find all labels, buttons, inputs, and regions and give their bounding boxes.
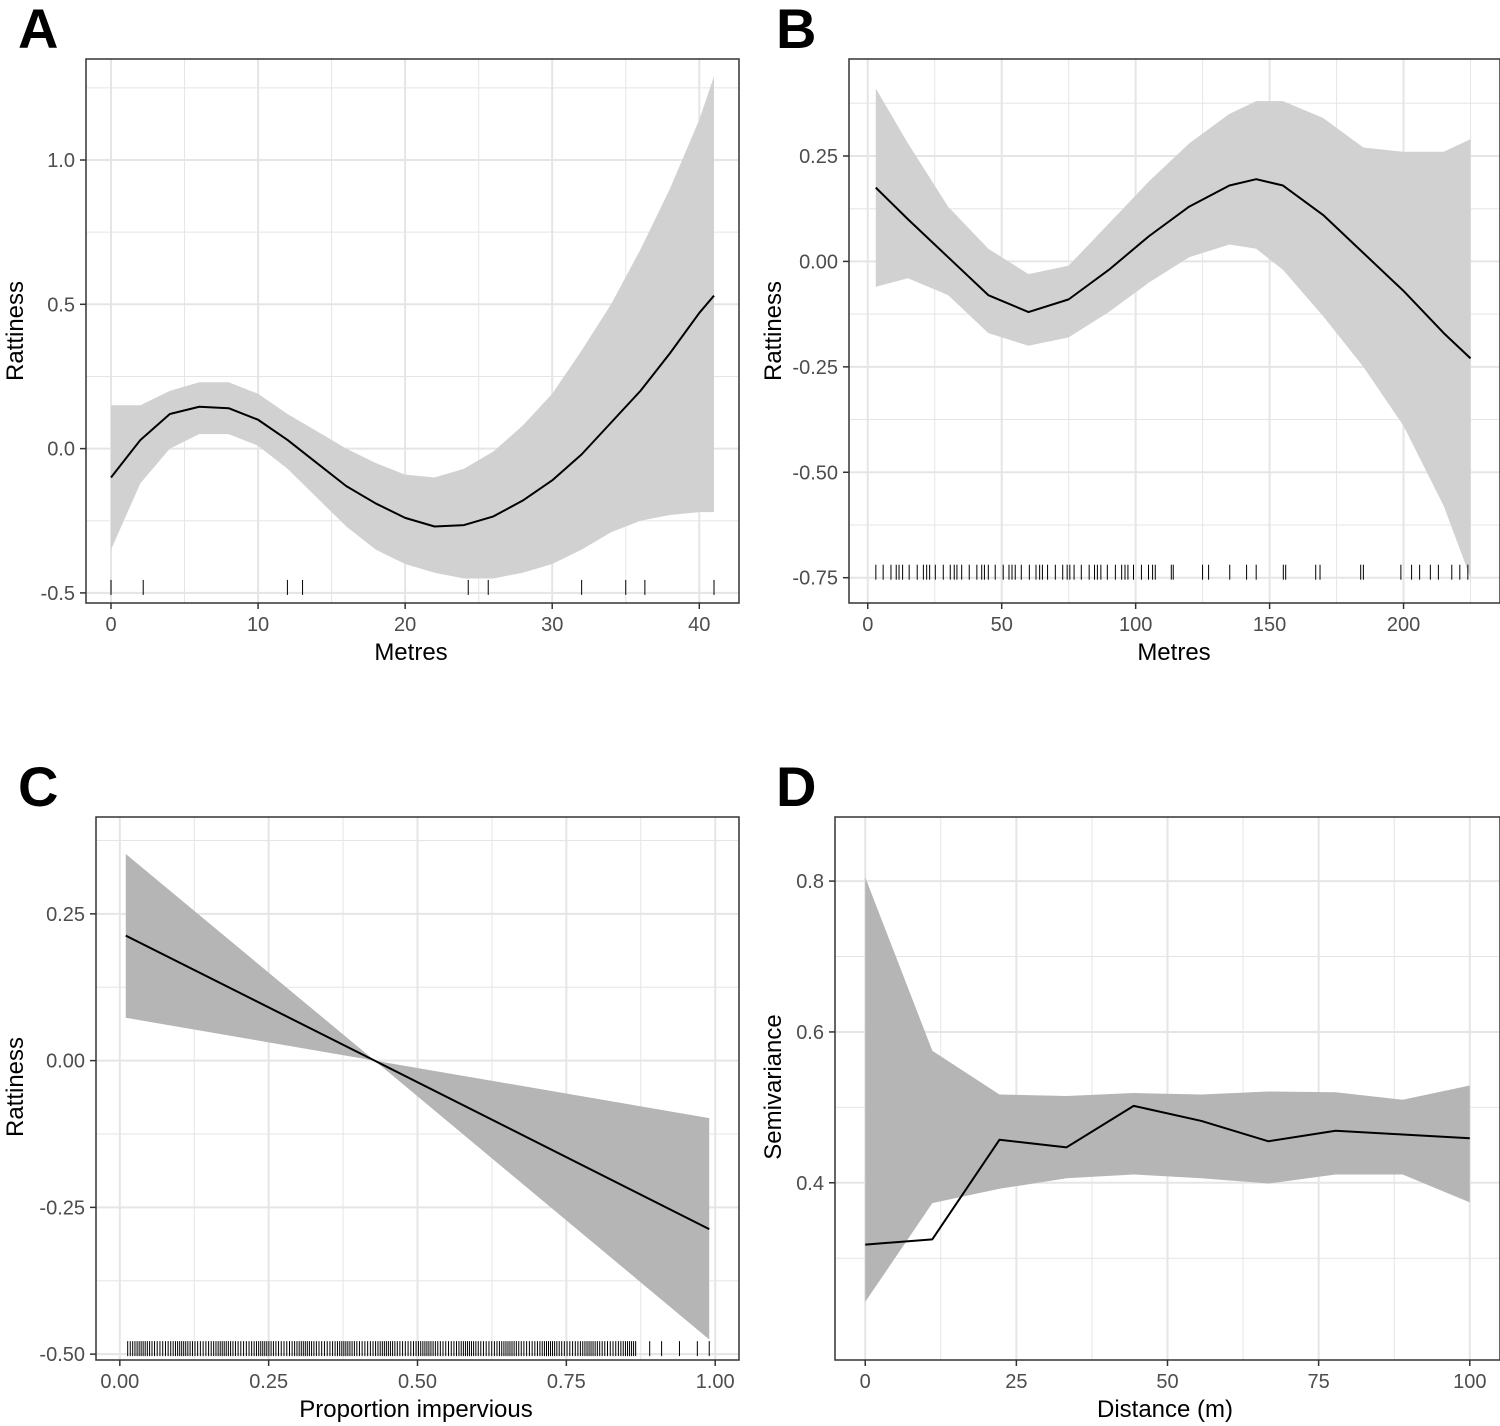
y-tick-label: 0.6 [796, 1022, 824, 1044]
x-tick-label: 150 [1253, 614, 1286, 636]
panel-letter-c: C [18, 755, 58, 818]
x-tick-label: 40 [688, 614, 710, 636]
y-tick-label: 0.0 [47, 439, 75, 461]
y-tick-label: 1.0 [47, 150, 75, 172]
rug-c [127, 1341, 710, 1357]
panel-b: B Metres Rattiness 0 50 100 150 200 -0.75 -0.5… [760, 0, 1500, 666]
x-axis-title-b: Metres [1137, 639, 1210, 666]
y-tick-label: 0.5 [47, 294, 75, 316]
fit-line-c [125, 934, 710, 1230]
panel-letter-d: D [776, 755, 816, 818]
y-tick-label: -0.25 [792, 357, 838, 379]
y-axis-title-c: Rattiness [2, 1037, 29, 1137]
x-tick-label: 50 [991, 614, 1013, 636]
y-tick-label: -0.50 [792, 462, 838, 484]
plot-area-b [848, 58, 1500, 604]
x-axis-title-c: Proportion impervious [299, 1396, 532, 1423]
x-tick-label: 200 [1387, 614, 1420, 636]
x-tick-label: 0.25 [249, 1371, 288, 1393]
plot-area-a [85, 58, 740, 604]
x-tick-label: 30 [541, 614, 563, 636]
rug-a [110, 579, 715, 595]
axes-b: 0 50 100 150 200 -0.75 -0.50 -0.25 0.00 0.25 [792, 146, 1420, 636]
x-tick-label: 20 [394, 614, 416, 636]
y-tick-label: -0.5 [41, 583, 75, 605]
fit-line-a [110, 295, 715, 528]
x-tick-label: 50 [1156, 1371, 1178, 1393]
x-tick-label: 0.75 [547, 1371, 586, 1393]
x-tick-label: 75 [1308, 1371, 1330, 1393]
x-tick-label: 0 [860, 1371, 871, 1393]
axes-c: 0.00 0.25 0.50 0.75 1.00 -0.50 -0.25 0.00 0.25 [39, 904, 734, 1393]
x-axis-title-d: Distance (m) [1097, 1396, 1233, 1423]
panel-d: D Distance (m) Semivariance 0 25 50 75 100 0.… [760, 755, 1500, 1423]
x-tick-label: 0 [862, 614, 873, 636]
x-tick-label: 0.50 [398, 1371, 437, 1393]
y-tick-label: -0.75 [792, 568, 838, 590]
fit-line-d [865, 1104, 1470, 1246]
x-tick-label: 100 [1453, 1371, 1486, 1393]
y-axis-title-a: Rattiness [2, 281, 29, 381]
axes-a: 0 10 20 30 40 -0.5 0.0 0.5 1.0 [41, 150, 711, 636]
y-tick-label: 0.25 [46, 904, 85, 926]
panel-border-b [848, 58, 1500, 604]
y-axis-title-d: Semivariance [760, 1014, 787, 1159]
y-axis-title-b: Rattiness [760, 281, 787, 381]
y-tick-label: -0.50 [39, 1344, 85, 1366]
panel-a: A Metres Rattiness 0 10 20 30 40 -0.5 0.0 0.5 1.… [2, 0, 740, 666]
axes-d: 0 25 50 75 100 0.4 0.6 0.8 [796, 871, 1486, 1393]
plot-area-d [834, 816, 1500, 1361]
y-tick-label: 0.00 [799, 251, 838, 273]
fit-line-b [875, 178, 1472, 360]
x-tick-label: 100 [1119, 614, 1152, 636]
confidence-ribbon-d [865, 877, 1470, 1302]
x-tick-label: 0.00 [100, 1371, 139, 1393]
y-tick-label: 0.00 [46, 1051, 85, 1073]
plot-area-c [95, 816, 740, 1361]
rug-b [875, 564, 1469, 580]
y-tick-label: 0.4 [796, 1173, 824, 1195]
y-tick-label: -0.25 [39, 1197, 85, 1219]
panel-c: C Proportion impervious Rattiness 0.00 0.… [2, 755, 740, 1423]
x-tick-label: 10 [247, 614, 269, 636]
confidence-ribbon-a [111, 76, 714, 579]
x-tick-label: 0 [105, 614, 116, 636]
y-tick-label: 0.25 [799, 146, 838, 168]
x-tick-label: 1.00 [696, 1371, 735, 1393]
x-tick-label: 25 [1005, 1371, 1027, 1393]
confidence-ribbon-b [875, 88, 1471, 578]
panel-letter-b: B [776, 0, 816, 60]
y-tick-label: 0.8 [796, 871, 824, 893]
x-axis-title-a: Metres [374, 639, 447, 666]
confidence-ribbon-c [125, 853, 710, 1340]
panel-border-a [85, 58, 740, 604]
panel-letter-a: A [18, 0, 58, 60]
